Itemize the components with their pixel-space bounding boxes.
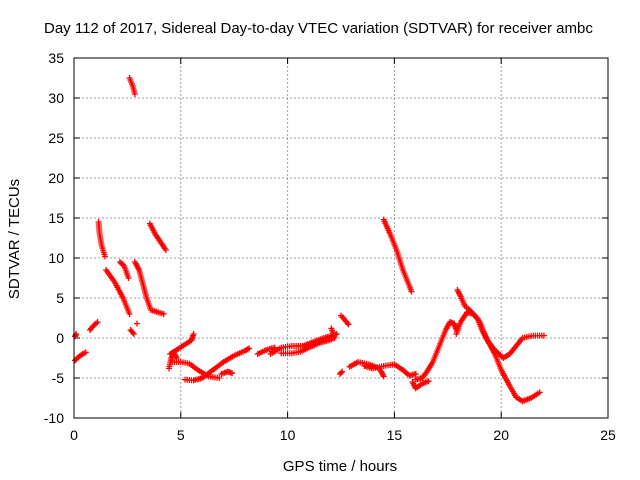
series-arc-11 xyxy=(146,220,169,253)
series-arc-14 xyxy=(169,359,223,381)
y-tick-label: 25 xyxy=(48,130,64,146)
data-point xyxy=(94,319,101,325)
series-arc-17 xyxy=(254,344,278,357)
data-point xyxy=(172,353,179,360)
data-points xyxy=(72,75,547,405)
data-point xyxy=(338,369,344,376)
data-point xyxy=(82,349,89,356)
y-tick-label: -10 xyxy=(44,410,64,426)
series-arc-16 xyxy=(218,368,236,377)
data-point xyxy=(190,331,197,337)
data-point xyxy=(536,389,543,396)
series-arc-29 xyxy=(454,287,547,361)
series-arc-7 xyxy=(126,75,138,97)
series-arc-25 xyxy=(380,216,415,295)
x-tick-label: 20 xyxy=(493,427,509,443)
data-point xyxy=(126,311,133,317)
data-point xyxy=(345,321,352,328)
series-arc-2 xyxy=(72,331,80,340)
series-arc-10 xyxy=(134,320,141,327)
data-point xyxy=(134,320,141,327)
x-tick-label: 0 xyxy=(70,427,78,443)
data-point xyxy=(131,91,138,97)
data-point xyxy=(216,375,223,381)
series-arc-4 xyxy=(95,219,108,260)
x-tick-label: 10 xyxy=(280,427,296,443)
data-point xyxy=(540,332,547,339)
y-tick-label: 15 xyxy=(48,210,64,226)
axis-ticks: 0 5 10 15 20 25 -10 -5 0 5 10 15 20 25 30 35 xyxy=(44,50,616,443)
series-arc-13 xyxy=(167,331,197,357)
series-arc-5 xyxy=(103,267,133,317)
data-point xyxy=(344,320,351,327)
series-arc-1 xyxy=(72,349,89,364)
x-tick-label: 15 xyxy=(387,427,403,443)
x-axis-label: GPS time / hours xyxy=(283,458,397,475)
data-point xyxy=(330,331,337,337)
data-point xyxy=(101,253,108,260)
data-point xyxy=(380,373,387,380)
data-point xyxy=(130,331,137,337)
series-arc-24 xyxy=(361,361,419,379)
data-point xyxy=(339,368,346,375)
series-arc-9 xyxy=(131,259,167,317)
series-arc-15 xyxy=(182,345,253,384)
y-tick-label: 5 xyxy=(56,290,64,306)
y-tick-label: -5 xyxy=(52,370,65,386)
y-tick-label: 20 xyxy=(48,170,64,186)
x-tick-label: 25 xyxy=(600,427,616,443)
series-arc-8 xyxy=(127,327,137,337)
chart-title: Day 112 of 2017, Sidereal Day-to-day VTE… xyxy=(44,20,593,37)
data-point xyxy=(160,311,167,317)
series-arc-26 xyxy=(409,378,432,392)
data-point xyxy=(408,288,415,295)
data-point xyxy=(331,335,338,341)
data-point xyxy=(425,378,432,385)
series-arc-19 xyxy=(278,335,338,357)
x-tick-label: 5 xyxy=(177,427,185,443)
data-point xyxy=(125,275,132,281)
y-tick-label: 10 xyxy=(48,250,64,266)
y-tick-label: 30 xyxy=(48,90,64,106)
series-arc-27 xyxy=(412,319,460,383)
series-arc-22 xyxy=(336,368,346,377)
series-arc-20 xyxy=(328,325,337,337)
grid-lines xyxy=(74,58,608,418)
data-point xyxy=(129,329,136,336)
data-point xyxy=(412,371,419,377)
series-arc-21 xyxy=(338,312,352,328)
data-point xyxy=(229,370,236,377)
series-arc-28 xyxy=(453,309,543,405)
series-arc-3 xyxy=(87,319,101,333)
series-arc-6 xyxy=(116,259,132,281)
data-point xyxy=(246,345,253,352)
data-point xyxy=(162,247,169,253)
y-tick-label: 0 xyxy=(56,330,64,346)
plot-frame xyxy=(73,57,609,419)
y-tick-label: 35 xyxy=(48,50,64,66)
y-axis-label: SDTVAR / TECUs xyxy=(6,179,23,299)
